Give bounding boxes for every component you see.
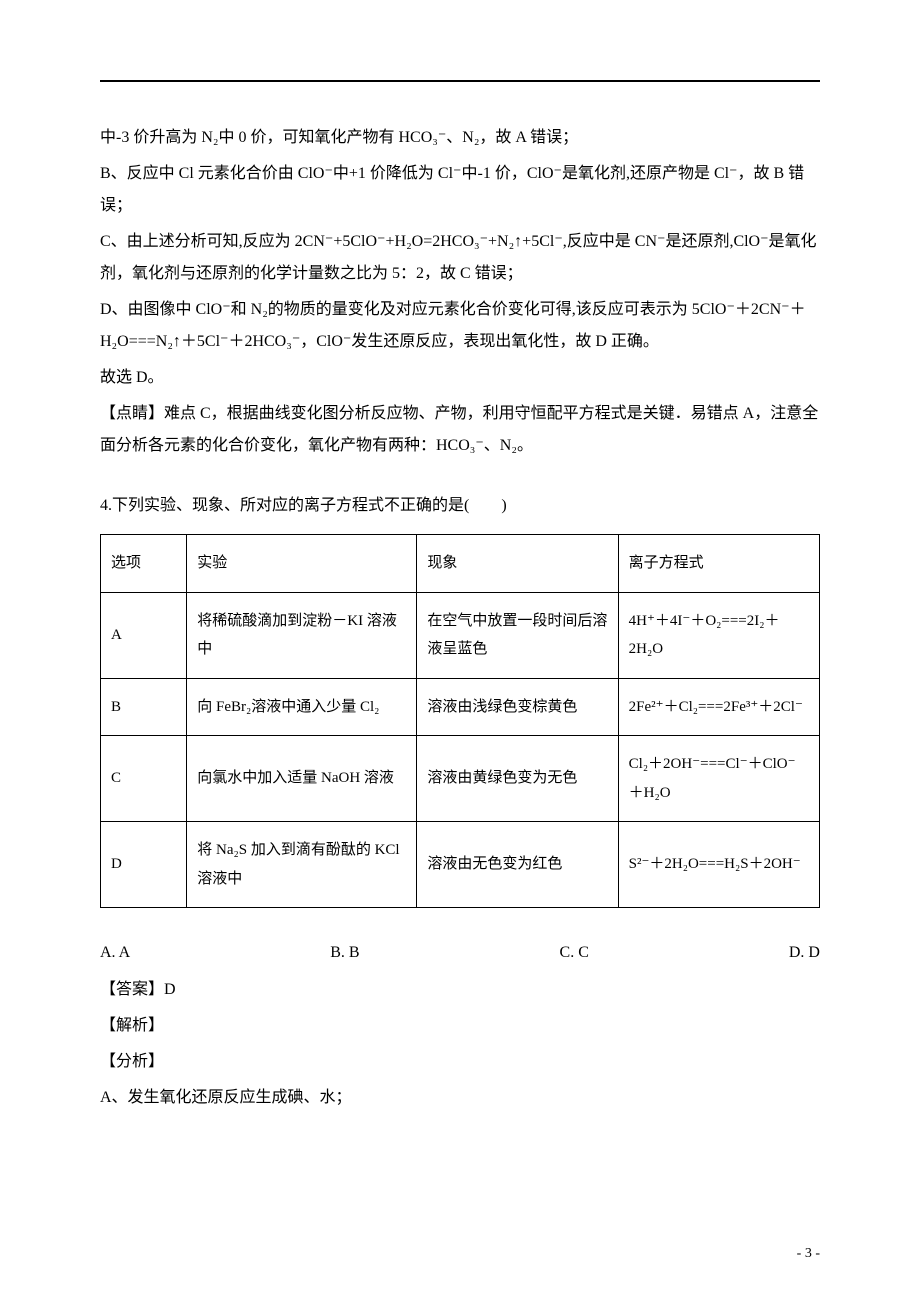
th-equation: 离子方程式 <box>618 535 819 593</box>
paragraph-dianqing: 【点睛】难点 C，根据曲线变化图分析反应物、产物，利用守恒配平方程式是关键．易错… <box>100 398 820 462</box>
top-rule <box>100 80 820 82</box>
question-4-stem: 4.下列实验、现象、所对应的离子方程式不正确的是( ) <box>100 490 820 522</box>
cell-option: D <box>101 822 187 908</box>
cell-option: A <box>101 592 187 678</box>
answer-line: 【答案】D <box>100 974 820 1006</box>
cell-equation: Cl₂＋2OH⁻===Cl⁻＋ClO⁻＋H₂O <box>618 736 819 822</box>
table-row: A 将稀硫酸滴加到淀粉－KI 溶液中 在空气中放置一段时间后溶液呈蓝色 4H⁺＋… <box>101 592 820 678</box>
cell-experiment: 向 FeBr₂溶液中通入少量 Cl₂ <box>187 678 417 736</box>
fenxi-label: 【分析】 <box>100 1046 820 1078</box>
table-row: C 向氯水中加入适量 NaOH 溶液 溶液由黄绿色变为无色 Cl₂＋2OH⁻==… <box>101 736 820 822</box>
cell-option: B <box>101 678 187 736</box>
page: 中-3 价升高为 N₂中 0 价，可知氧化产物有 HCO₃⁻、N₂，故 A 错误… <box>0 0 920 1302</box>
option-d: D. D <box>789 944 820 962</box>
analysis-line-a: A、发生氧化还原反应生成碘、水； <box>100 1082 820 1114</box>
th-experiment: 实验 <box>187 535 417 593</box>
cell-equation: 2Fe²⁺＋Cl₂===2Fe³⁺＋2Cl⁻ <box>618 678 819 736</box>
answer-options: A. A B. B C. C D. D <box>100 944 820 962</box>
table-row: D 将 Na₂S 加入到滴有酚酞的 KCl 溶液中 溶液由无色变为红色 S²⁻＋… <box>101 822 820 908</box>
cell-phenomenon: 溶液由黄绿色变为无色 <box>417 736 618 822</box>
option-b: B. B <box>330 944 359 962</box>
cell-experiment: 向氯水中加入适量 NaOH 溶液 <box>187 736 417 822</box>
cell-option: C <box>101 736 187 822</box>
table-row: B 向 FeBr₂溶液中通入少量 Cl₂ 溶液由浅绿色变棕黄色 2Fe²⁺＋Cl… <box>101 678 820 736</box>
paragraph-a-wrong: 中-3 价升高为 N₂中 0 价，可知氧化产物有 HCO₃⁻、N₂，故 A 错误… <box>100 122 820 154</box>
option-c: C. C <box>560 944 589 962</box>
experiment-table: 选项 实验 现象 离子方程式 A 将稀硫酸滴加到淀粉－KI 溶液中 在空气中放置… <box>100 534 820 908</box>
th-phenomenon: 现象 <box>417 535 618 593</box>
cell-phenomenon: 溶液由无色变为红色 <box>417 822 618 908</box>
cell-equation: S²⁻＋2H₂O===H₂S＋2OH⁻ <box>618 822 819 908</box>
paragraph-c-wrong: C、由上述分析可知,反应为 2CN⁻+5ClO⁻+H₂O=2HCO₃⁻+N₂↑+… <box>100 226 820 290</box>
table-header-row: 选项 实验 现象 离子方程式 <box>101 535 820 593</box>
page-number: - 3 - <box>797 1246 820 1262</box>
jiexi-label: 【解析】 <box>100 1010 820 1042</box>
cell-phenomenon: 在空气中放置一段时间后溶液呈蓝色 <box>417 592 618 678</box>
cell-phenomenon: 溶液由浅绿色变棕黄色 <box>417 678 618 736</box>
paragraph-b-wrong: B、反应中 Cl 元素化合价由 ClO⁻中+1 价降低为 Cl⁻中-1 价，Cl… <box>100 158 820 222</box>
cell-experiment: 将 Na₂S 加入到滴有酚酞的 KCl 溶液中 <box>187 822 417 908</box>
cell-experiment: 将稀硫酸滴加到淀粉－KI 溶液中 <box>187 592 417 678</box>
paragraph-choose-d: 故选 D。 <box>100 362 820 394</box>
paragraph-d-correct: D、由图像中 ClO⁻和 N₂的物质的量变化及对应元素化合价变化可得,该反应可表… <box>100 294 820 358</box>
th-option: 选项 <box>101 535 187 593</box>
cell-equation: 4H⁺＋4I⁻＋O₂===2I₂＋2H₂O <box>618 592 819 678</box>
option-a: A. A <box>100 944 130 962</box>
